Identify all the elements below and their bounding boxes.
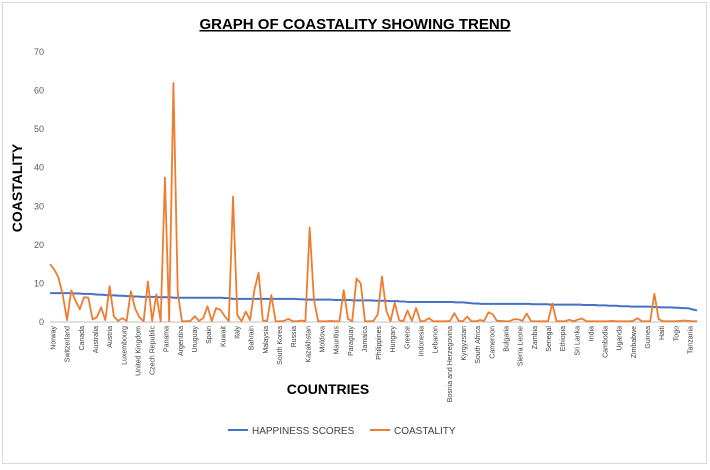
x-tick-label: Zambia <box>532 326 539 349</box>
x-tick-label: Cambodia <box>603 326 610 358</box>
y-tick-label: 70 <box>34 47 44 57</box>
x-tick-label: Moldova <box>320 326 327 353</box>
x-tick-label: Russia <box>291 326 298 348</box>
x-tick-label: Guinea <box>645 326 652 349</box>
x-tick-label: Ethiopia <box>560 326 567 351</box>
x-tick-label: Luxembourg <box>121 326 128 365</box>
x-tick-label: Hungary <box>390 326 397 353</box>
series-line-coastality <box>49 81 697 323</box>
x-tick-label: Jamaica <box>362 326 369 352</box>
x-tick-label: Panama <box>164 326 171 352</box>
x-tick-label: Norway <box>51 326 58 350</box>
x-tick-label: Switzerland <box>65 326 72 362</box>
x-tick-label: Philippines <box>376 326 383 360</box>
chart: GRAPH OF COASTALITY SHOWING TREND 0 10 20 3… <box>9 16 698 437</box>
y-tick-label: 30 <box>34 201 44 211</box>
x-tick-label: Lebanon <box>433 326 440 353</box>
x-axis-ticks: Norway Switzerland Canada Australia Austria L… <box>51 326 695 403</box>
x-tick-label: Italy <box>235 326 242 339</box>
x-tick-label: Zimbabwe <box>631 326 638 358</box>
y-axis: 0 10 20 30 40 50 60 70 <box>34 47 44 327</box>
y-tick-label: 40 <box>34 163 44 173</box>
x-tick-label: Paraguay <box>348 326 355 356</box>
series-group <box>49 81 698 323</box>
x-tick-label: Kazakhstan <box>305 326 312 363</box>
x-tick-label: Bahrain <box>249 326 256 350</box>
x-tick-label: Kuwait <box>220 326 227 347</box>
x-tick-label: Kyrgyzstan <box>461 326 468 361</box>
x-tick-label: India <box>588 326 595 341</box>
chart-title: GRAPH OF COASTALITY SHOWING TREND <box>199 16 510 33</box>
x-tick-label: Mauritius <box>334 326 341 355</box>
legend: HAPPINESS SCORES COASTALITY <box>228 426 456 437</box>
x-tick-label: Czech Republic <box>150 326 157 376</box>
x-tick-label: Haiti <box>659 326 666 340</box>
x-tick-label: Bulgaria <box>504 326 511 352</box>
x-tick-label: Indonesia <box>419 326 426 356</box>
x-tick-label: Cameroon <box>489 326 496 359</box>
x-tick-label: Bosnia and Herzegovina <box>447 326 454 402</box>
y-tick-label: 60 <box>34 86 44 96</box>
chart-frame: GRAPH OF COASTALITY SHOWING TREND 0 10 20 3… <box>2 2 707 464</box>
x-tick-label: Greece <box>404 326 411 349</box>
x-tick-label: Canada <box>79 326 86 351</box>
series-line-happiness-scores <box>50 292 698 312</box>
x-tick-label: South Korea <box>277 326 284 365</box>
x-tick-label: Senegal <box>546 326 553 352</box>
x-tick-label: South Africa <box>475 326 482 364</box>
x-axis-title: COUNTRIES <box>287 381 369 397</box>
y-axis-title: COASTALITY <box>9 143 25 232</box>
x-tick-label: Malaysia <box>263 326 270 354</box>
x-tick-label: Austria <box>107 326 114 348</box>
y-tick-label: 50 <box>34 124 44 134</box>
x-tick-label: Spain <box>206 326 213 344</box>
x-tick-label: United Kingdom <box>135 326 142 376</box>
x-tick-label: Australia <box>93 326 100 353</box>
x-tick-label: Argentina <box>178 326 185 356</box>
x-tick-label: Togo <box>673 326 680 341</box>
x-tick-label: Sri Lanka <box>574 326 581 356</box>
y-tick-label: 0 <box>39 317 44 327</box>
y-tick-label: 20 <box>34 240 44 250</box>
legend-label: COASTALITY <box>394 426 456 437</box>
x-tick-label: Uruguay <box>192 326 199 353</box>
y-tick-label: 10 <box>34 278 44 288</box>
x-tick-label: Sierra Leone <box>518 326 525 366</box>
x-tick-label: Tanzania <box>688 326 695 354</box>
x-tick-label: Uganda <box>617 326 624 351</box>
legend-label: HAPPINESS SCORES <box>252 426 355 437</box>
